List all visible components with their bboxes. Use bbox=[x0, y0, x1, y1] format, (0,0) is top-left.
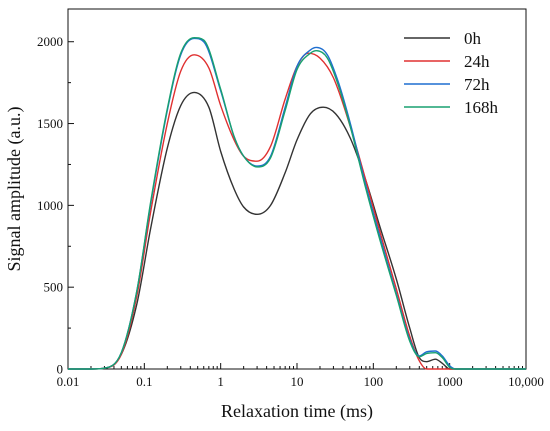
legend-label: 24h bbox=[464, 52, 490, 71]
x-tick-label: 0.01 bbox=[57, 374, 80, 389]
y-axis-ticks: 0 500 1000 1500 2000 bbox=[37, 34, 74, 377]
x-axis-title: Relaxation time (ms) bbox=[221, 401, 373, 422]
legend-label: 72h bbox=[464, 75, 490, 94]
x-tick-label: 100 bbox=[364, 374, 384, 389]
y-tick-label: 1000 bbox=[37, 198, 63, 213]
series-line-0h bbox=[68, 91, 526, 370]
plot-frame bbox=[67, 8, 527, 370]
x-tick-label: 10,000 bbox=[508, 374, 544, 389]
x-axis-ticks: 0.01 0.1 1 10 100 1000 10,000 bbox=[57, 363, 544, 389]
legend-label: 0h bbox=[464, 29, 482, 48]
legend: 0h 24h 72h 168h bbox=[404, 29, 499, 117]
plot-area bbox=[67, 8, 527, 370]
x-tick-label: 1 bbox=[217, 374, 224, 389]
y-tick-label: 1500 bbox=[37, 116, 63, 131]
series-line-72h bbox=[68, 37, 526, 370]
series-line-168h bbox=[68, 36, 526, 370]
y-tick-label: 500 bbox=[44, 280, 64, 295]
series-line-24h bbox=[68, 52, 526, 370]
y-tick-label: 0 bbox=[57, 362, 64, 377]
legend-label: 168h bbox=[464, 98, 499, 117]
x-tick-label: 1000 bbox=[437, 374, 463, 389]
series-lines bbox=[68, 36, 526, 370]
y-axis-title: Signal amplitude (a.u.) bbox=[4, 107, 25, 272]
x-tick-label: 0.1 bbox=[136, 374, 152, 389]
x-tick-label: 10 bbox=[291, 374, 304, 389]
y-tick-label: 2000 bbox=[37, 34, 63, 49]
